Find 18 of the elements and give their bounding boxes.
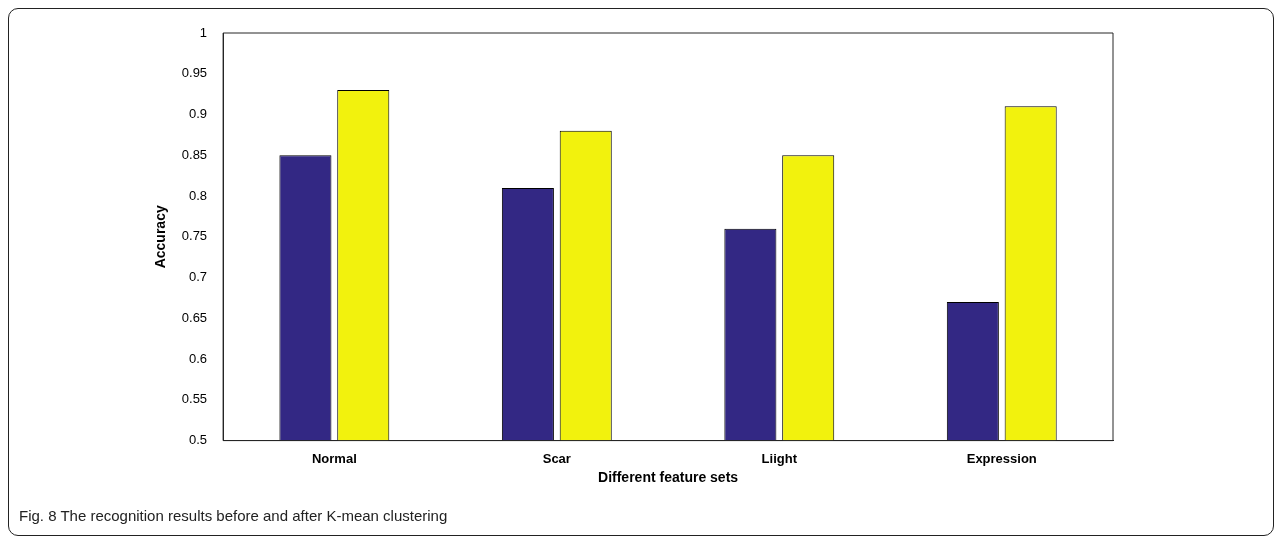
y-tick-label: 0.6 bbox=[189, 350, 208, 366]
y-axis-title: Accuracy bbox=[152, 205, 169, 269]
y-tick-label: 0.75 bbox=[181, 228, 208, 244]
caption: Fig. 8 The recognition results before and after K-mean clustering bbox=[19, 507, 448, 524]
x-tick-label: Scar bbox=[542, 450, 571, 466]
x-axis-title: Different feature sets bbox=[598, 469, 739, 486]
y-tick-label: 0.5 bbox=[189, 432, 208, 448]
y-tick-label: 0.55 bbox=[181, 391, 208, 407]
y-tick-label: 0.95 bbox=[181, 65, 208, 81]
y-tick-label: 0.9 bbox=[189, 106, 208, 122]
y-tick-label: 0.8 bbox=[189, 187, 208, 203]
x-tick-label: Expression bbox=[966, 450, 1037, 466]
y-tick-label: 0.85 bbox=[181, 146, 208, 162]
y-tick-label: 1 bbox=[199, 24, 208, 40]
y-tick-label: 0.65 bbox=[181, 309, 208, 325]
x-tick-label: Normal bbox=[311, 450, 357, 466]
y-tick-label: 0.7 bbox=[189, 269, 208, 285]
x-tick-label: Liight bbox=[761, 450, 798, 466]
